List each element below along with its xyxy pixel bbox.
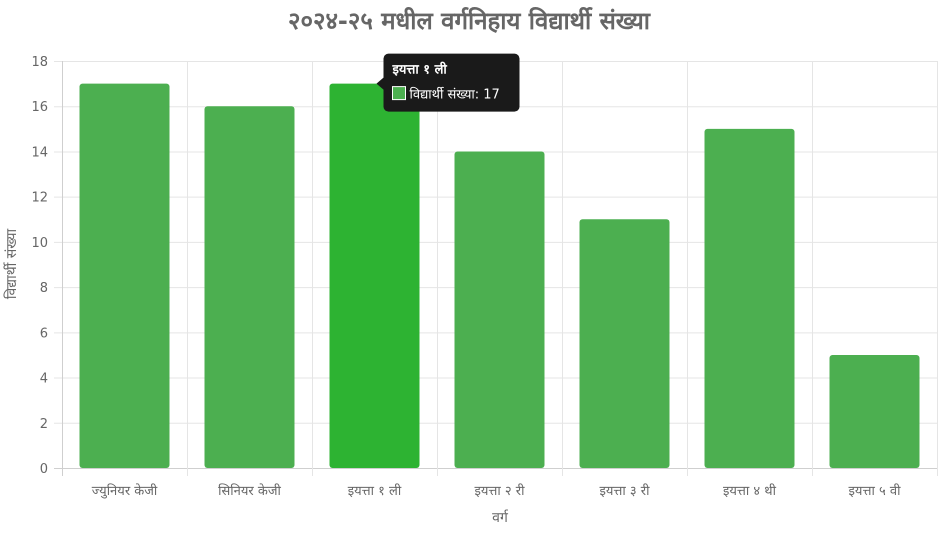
x-tick-label: सिनियर केजी [218, 483, 281, 499]
bar[interactable] [579, 219, 670, 468]
x-tick-label: इयत्ता ५ वी [849, 483, 902, 499]
x-tick-label: इयत्ता १ ली [348, 483, 402, 499]
bar[interactable] [704, 128, 795, 469]
bar[interactable] [829, 354, 920, 468]
chart-title: २०२४-२५ मधील वर्गनिहाय विद्यार्थी संख्या [288, 7, 650, 35]
tooltip-title: इयत्ता १ ली [392, 62, 448, 78]
y-tick-label: 16 [31, 100, 48, 115]
y-tick-label: 2 [40, 417, 48, 432]
y-tick-label: 4 [40, 372, 48, 387]
tooltip-swatch [392, 86, 406, 101]
bar[interactable] [454, 151, 545, 468]
y-tick-label: 12 [31, 191, 48, 206]
tooltip-label: विद्यार्थी संख्या: 17 [410, 87, 500, 103]
x-tick-label: ज्युनियर केजी [92, 483, 158, 499]
tick-labels: 0 2 4 6 8 10 12 14 16 18 ज्युनियर केजी सिनियर केजी इ… [31, 55, 901, 499]
bar[interactable] [329, 83, 420, 468]
bar[interactable] [204, 106, 295, 468]
y-tick-label: 6 [40, 326, 48, 341]
y-tick-label: 8 [40, 281, 48, 296]
y-tick-label: 14 [31, 145, 48, 160]
bars [79, 83, 920, 469]
x-axis-title: वर्ग [492, 509, 509, 526]
tooltip-box [383, 53, 520, 112]
y-tick-label: 10 [31, 236, 48, 251]
x-tick-label: इयत्ता ४ थी [723, 483, 777, 499]
y-tick-label: 0 [40, 462, 48, 477]
y-axis-title: विद्यार्थी संख्या [3, 228, 20, 299]
x-tick-label: इयत्ता २ री [475, 483, 526, 499]
bar[interactable] [79, 83, 170, 468]
x-tick-label: इयत्ता ३ री [600, 483, 651, 499]
tooltip-caret [376, 77, 384, 90]
tooltip: इयत्ता १ ली विद्यार्थी संख्या: 17 [376, 53, 520, 112]
y-tick-label: 18 [31, 55, 48, 70]
